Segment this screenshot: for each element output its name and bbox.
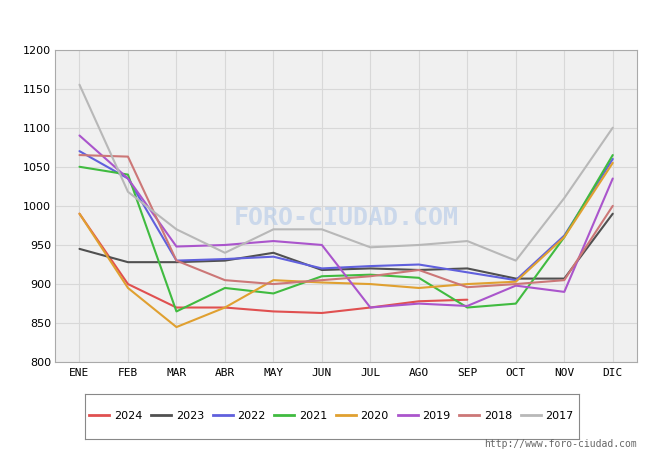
Text: Afiliados en Jamilena a 30/9/2024: Afiliados en Jamilena a 30/9/2024 <box>166 11 484 26</box>
Text: FORO-CIUDAD.COM: FORO-CIUDAD.COM <box>233 207 459 230</box>
Text: http://www.foro-ciudad.com: http://www.foro-ciudad.com <box>484 439 637 449</box>
Legend: 2024, 2023, 2022, 2021, 2020, 2019, 2018, 2017: 2024, 2023, 2022, 2021, 2020, 2019, 2018… <box>85 407 578 426</box>
